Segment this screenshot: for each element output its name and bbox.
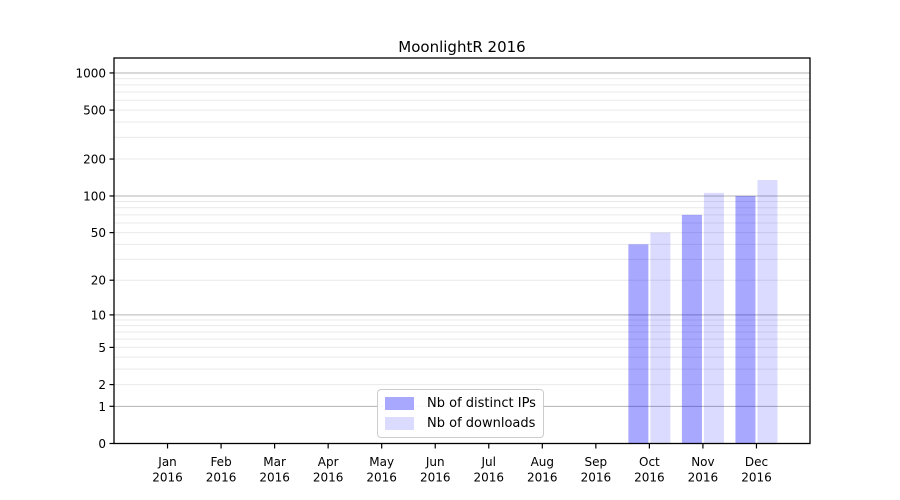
y-tick-label: 20 — [91, 274, 106, 288]
legend-label-downloads: Nb of downloads — [427, 415, 536, 431]
x-tick-label-month: Oct — [639, 455, 660, 469]
bar-downloads — [757, 180, 778, 444]
y-tick-label: 200 — [83, 153, 106, 167]
legend-swatch-downloads — [385, 417, 414, 430]
bar-downloads — [703, 192, 724, 444]
x-tick-label-month: Dec — [745, 455, 768, 469]
x-tick-label-year: 2016 — [420, 471, 451, 485]
legend-label-distinct-ips: Nb of distinct IPs — [427, 395, 536, 411]
y-tick-label: 500 — [83, 104, 106, 118]
x-tick-label-month: May — [369, 455, 394, 469]
legend: Nb of distinct IPs Nb of downloads — [377, 389, 544, 438]
y-tick-label: 5 — [98, 341, 106, 355]
x-tick-label-year: 2016 — [581, 471, 612, 485]
legend-entry-downloads: Nb of downloads — [385, 416, 543, 432]
y-tick-label: 100 — [83, 189, 106, 203]
x-tick-label-year: 2016 — [527, 471, 558, 485]
x-tick-label-year: 2016 — [152, 471, 183, 485]
x-tick-label-month: Apr — [318, 455, 339, 469]
x-tick-label-year: 2016 — [313, 471, 344, 485]
bar-downloads — [650, 232, 671, 444]
plot-border — [113, 57, 811, 445]
x-tick-label-month: Jul — [481, 455, 496, 469]
y-tick-label: 50 — [91, 226, 106, 240]
x-tick-label-month: Jan — [157, 455, 177, 469]
x-tick-label-month: Feb — [210, 455, 231, 469]
y-tick-label: 0 — [98, 437, 106, 451]
legend-entry-distinct-ips: Nb of distinct IPs — [385, 396, 543, 412]
x-tick-label-year: 2016 — [473, 471, 504, 485]
x-tick-label-year: 2016 — [634, 471, 665, 485]
x-tick-label-year: 2016 — [259, 471, 290, 485]
x-tick-label-year: 2016 — [366, 471, 397, 485]
legend-swatch-distinct-ips — [385, 397, 414, 410]
x-tick-label-year: 2016 — [741, 471, 772, 485]
y-tick-label: 1 — [98, 400, 106, 414]
x-tick-label-month: Jun — [425, 455, 445, 469]
x-tick-label-month: Sep — [585, 455, 608, 469]
x-tick-label-year: 2016 — [206, 471, 237, 485]
bar-distinct-ips — [681, 214, 702, 444]
x-tick-label-month: Nov — [691, 455, 714, 469]
y-tick-label: 1000 — [75, 66, 106, 80]
bar-distinct-ips — [628, 244, 649, 444]
chart-title: MoonlightR 2016 — [398, 38, 525, 56]
y-tick-label: 2 — [98, 378, 106, 392]
bar-distinct-ips — [735, 195, 756, 444]
x-tick-label-month: Aug — [531, 455, 554, 469]
y-tick-label: 10 — [91, 308, 106, 322]
x-tick-label-month: Mar — [263, 455, 286, 469]
x-tick-label-year: 2016 — [688, 471, 719, 485]
